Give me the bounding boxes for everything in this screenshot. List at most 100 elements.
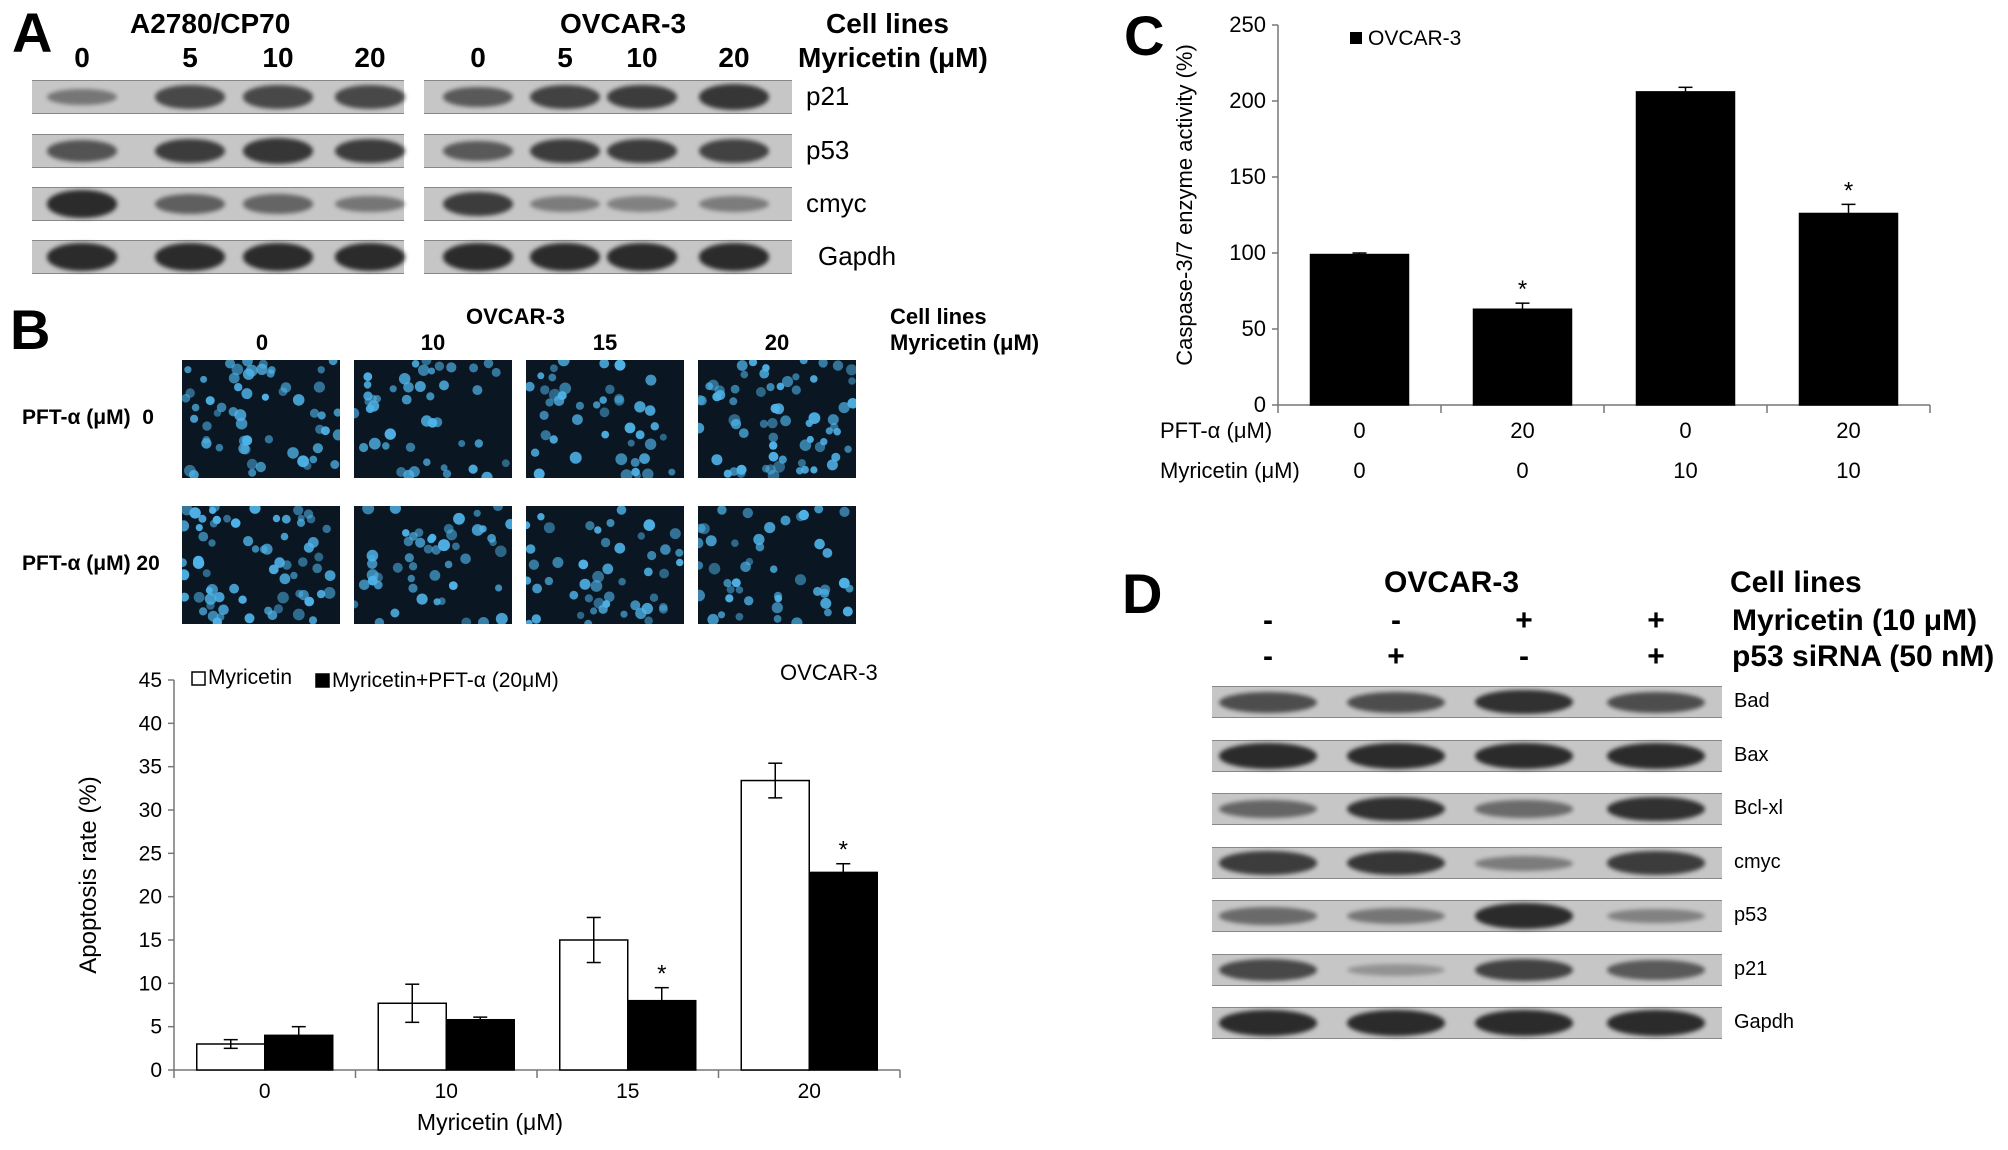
panel-a-dose-g1: 0 <box>74 42 90 73</box>
cell-nucleus <box>261 393 269 401</box>
cell-nucleus <box>440 464 448 472</box>
panel-b-dose-label: 0 <box>255 330 269 355</box>
cell-nucleus <box>533 468 545 478</box>
cell-nucleus <box>234 383 243 392</box>
panel-d-treat2-sign: + <box>1387 640 1405 673</box>
blot-band <box>335 138 405 164</box>
cell-nucleus <box>418 364 430 376</box>
cell-nucleus <box>401 394 412 405</box>
blot-band <box>530 85 600 109</box>
x-tick-label: 0 <box>1353 418 1365 443</box>
y-tick-label: 40 <box>139 712 162 735</box>
cell-nucleus <box>755 387 766 397</box>
cell-nucleus <box>205 586 213 594</box>
legend-swatch <box>315 673 330 688</box>
cell-nucleus <box>423 544 433 554</box>
cell-nucleus <box>320 426 330 436</box>
cell-nucleus <box>766 383 775 392</box>
micrograph-image <box>698 506 856 624</box>
cell-nucleus <box>644 616 653 624</box>
cell-nucleus <box>537 372 545 380</box>
bar <box>1472 308 1573 406</box>
cell-nucleus <box>209 519 218 528</box>
cell-nucleus <box>373 395 381 403</box>
cell-nucleus <box>726 585 735 594</box>
cell-nucleus <box>452 542 460 551</box>
panel-d-treat1-label: Myricetin (10 μM) <box>1732 604 1978 637</box>
x-tick-label: 0 <box>1679 418 1691 443</box>
cell-nucleus <box>246 458 258 470</box>
y-tick-label: 200 <box>1229 88 1266 113</box>
cell-nucleus <box>639 453 650 464</box>
blot-band <box>1347 908 1445 924</box>
blot-band <box>1219 1010 1317 1036</box>
blot-lane-a-g1 <box>32 80 405 114</box>
cell-nucleus <box>759 419 768 428</box>
panel-a-dose-g2: 0 <box>470 42 486 73</box>
cell-nucleus <box>427 535 435 544</box>
cell-nucleus <box>323 587 336 599</box>
cell-nucleus <box>408 562 418 571</box>
cell-nucleus <box>280 382 292 393</box>
blot-band <box>243 243 313 271</box>
cell-nucleus <box>471 524 484 536</box>
cell-nucleus <box>442 469 452 478</box>
cell-nucleus <box>398 373 411 385</box>
panel-d-treat1-sign: - <box>1391 604 1401 637</box>
cell-nucleus <box>827 414 839 426</box>
cell-nucleus <box>634 401 646 413</box>
cell-nucleus <box>634 472 641 478</box>
cell-nucleus <box>228 372 240 384</box>
cell-nucleus <box>553 395 565 406</box>
cell-nucleus <box>309 455 318 464</box>
cell-nucleus <box>796 467 804 475</box>
cell-nucleus <box>431 545 441 555</box>
cell-nucleus <box>569 590 579 600</box>
blot-band <box>47 190 117 218</box>
micrograph-cells <box>182 360 340 478</box>
cell-nucleus <box>182 569 190 581</box>
blot-band <box>1347 743 1445 769</box>
cell-nucleus <box>526 381 535 392</box>
blot-lane-a-g2 <box>424 240 792 274</box>
cell-nucleus <box>537 513 545 521</box>
cell-nucleus <box>698 394 705 406</box>
cell-nucleus <box>389 506 401 514</box>
cell-nucleus <box>838 402 850 414</box>
row-label: Myricetin (μM) <box>1160 458 1300 483</box>
blot-band <box>530 138 600 164</box>
cell-nucleus <box>185 388 195 398</box>
cell-nucleus <box>540 385 550 395</box>
cell-nucleus <box>584 594 593 603</box>
cell-nucleus <box>316 589 326 599</box>
blot-lane-d <box>1212 954 1722 986</box>
cell-nucleus <box>367 575 378 586</box>
cell-nucleus <box>776 382 785 391</box>
micrograph-image <box>182 360 340 478</box>
cell-nucleus <box>274 557 285 568</box>
blot-band <box>1607 743 1705 769</box>
cell-nucleus <box>304 596 315 607</box>
cell-nucleus <box>307 537 319 548</box>
cell-nucleus <box>363 372 373 382</box>
cell-nucleus <box>268 564 279 575</box>
cell-nucleus <box>645 374 657 386</box>
panel-a-row-label: p53 <box>806 135 850 165</box>
blot-band <box>607 138 677 164</box>
cell-nucleus <box>199 607 208 616</box>
cell-nucleus <box>354 600 359 609</box>
x-tick-label: 0 <box>1353 458 1365 483</box>
cell-nucleus <box>600 537 611 548</box>
cell-nucleus <box>414 381 426 392</box>
cell-nucleus <box>495 584 503 592</box>
panel-a-group2-label: OVCAR-3 <box>560 8 687 39</box>
chart-title: OVCAR-3 <box>780 660 878 685</box>
cell-nucleus <box>426 392 435 401</box>
cell-nucleus <box>649 593 659 602</box>
cell-nucleus <box>599 407 610 418</box>
blot-band <box>1475 800 1573 818</box>
micrograph-image <box>354 360 512 478</box>
cell-nucleus <box>599 360 610 369</box>
cell-nucleus <box>501 459 510 468</box>
cell-nucleus <box>557 360 570 367</box>
